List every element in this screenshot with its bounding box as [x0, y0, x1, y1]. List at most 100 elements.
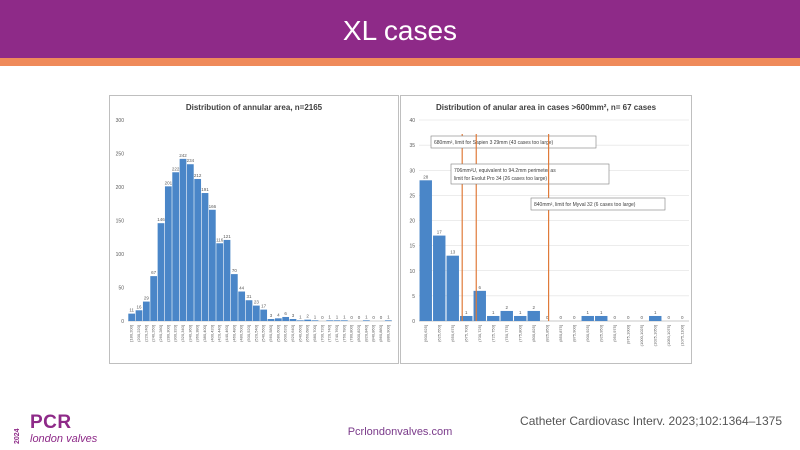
data-label: 0 — [350, 315, 353, 320]
x-tick-label: (280,300] — [165, 325, 170, 342]
data-label: 23 — [254, 300, 260, 305]
x-tick-label: (260,280] — [158, 325, 163, 342]
slide-title: XL cases — [342, 15, 458, 46]
bar — [245, 300, 253, 321]
data-label: 242 — [179, 153, 187, 158]
x-tick-label: (340,360] — [187, 325, 192, 342]
data-label: 1 — [299, 314, 302, 319]
bar — [384, 320, 392, 321]
bar — [157, 223, 165, 321]
data-label: 17 — [261, 304, 267, 309]
bar — [252, 305, 260, 321]
bar — [128, 313, 136, 321]
bar — [514, 315, 527, 321]
x-tick-label: (300,320] — [173, 325, 178, 342]
data-label: 1 — [336, 314, 339, 319]
bar — [142, 301, 150, 321]
data-label: 31 — [246, 294, 252, 299]
slide-header — [0, 0, 800, 58]
data-label: 1 — [600, 310, 603, 315]
x-tick-label: (540,560] — [261, 325, 266, 342]
annotation-box — [430, 135, 597, 149]
data-label: 0 — [681, 315, 684, 320]
citation: Catheter Cardiovasc Interv. 2023;102:136… — [520, 414, 782, 428]
bar — [433, 235, 446, 321]
bar — [500, 310, 513, 321]
bar — [260, 309, 268, 321]
x-tick-label: (480,500] — [239, 325, 244, 342]
x-tick-label: [180,200] — [129, 325, 134, 342]
x-tick-label: (1000,1025] — [639, 325, 644, 346]
x-tick-label: (675,700] — [463, 325, 468, 342]
data-label: 29 — [144, 296, 150, 301]
bar — [179, 158, 187, 321]
annular-area-chart-svg: Distribution of annular area, n=2165 0 50 1… — [116, 103, 392, 342]
x-tick-label: (820,840] — [363, 325, 368, 342]
bar — [362, 320, 370, 321]
x-tick-label: (400,420] — [209, 325, 214, 342]
annular-area-chart: Distribution of annular area, n=2165 0 50 1… — [109, 95, 399, 364]
bar — [164, 186, 172, 321]
y-tick-label: 25 — [409, 193, 415, 199]
data-label: 44 — [239, 286, 245, 291]
data-label: 0 — [358, 315, 361, 320]
x-tick-label: (850,875] — [558, 325, 563, 342]
x-tick-label: (720,740] — [327, 325, 332, 342]
x-tick-label: (500,520] — [246, 325, 251, 342]
y-tick-label: 300 — [116, 118, 125, 124]
x-tick-label: (950,975] — [612, 325, 617, 342]
bar — [326, 320, 334, 321]
x-tick-label: (1025,1050] — [652, 325, 657, 346]
x-tick-label: (600,620] — [283, 325, 288, 342]
data-label: 1 — [365, 314, 368, 319]
data-label: 0 — [546, 315, 549, 320]
bar — [419, 180, 432, 321]
data-label: 2 — [505, 305, 508, 310]
footer-url[interactable]: Pcrlondonvalves.com — [347, 426, 453, 438]
x-tick-label: (360,380] — [195, 325, 200, 342]
x-tick-label: (825,850] — [544, 325, 549, 342]
x-tick-label: (220,240] — [143, 325, 148, 342]
data-label: 2 — [532, 305, 535, 310]
x-tick-label: (860,880] — [378, 325, 383, 342]
x-tick-label: (975,1000] — [625, 325, 630, 344]
y-tick-label: 100 — [116, 252, 125, 258]
pcr-logo: 2024 PCR london valves — [14, 412, 104, 446]
x-tick-label: (700,725] — [477, 325, 482, 342]
logo-brand: PCR — [30, 412, 72, 433]
x-tick-label: (660,680] — [305, 325, 310, 342]
x-tick-label: (840,860] — [371, 325, 376, 342]
data-label: 3 — [292, 313, 295, 318]
data-label: 1 — [465, 310, 468, 315]
y-tick-label: 0 — [121, 319, 124, 325]
data-label: 0 — [627, 315, 630, 320]
bar — [304, 319, 312, 321]
annotation-box — [530, 197, 666, 211]
data-label: 1 — [492, 310, 495, 315]
data-label: 0 — [640, 315, 643, 320]
data-label: 1 — [654, 310, 657, 315]
x-tick-label: [600,625] — [423, 325, 428, 342]
bar — [194, 178, 202, 321]
bar — [446, 255, 459, 321]
x-tick-label: (775,800] — [517, 325, 522, 342]
bar — [581, 315, 594, 321]
bar — [223, 239, 231, 321]
x-tick-label: (1075,1100] — [679, 325, 684, 346]
data-label: 0 — [372, 315, 375, 320]
data-label: 222 — [172, 166, 180, 171]
data-label: 191 — [201, 187, 209, 192]
y-tick-label: 40 — [409, 118, 415, 124]
bar — [340, 320, 348, 321]
annotation-box — [450, 163, 610, 185]
y-tick-label: 50 — [118, 286, 124, 292]
x-tick-label: (700,720] — [319, 325, 324, 342]
bar — [274, 318, 282, 321]
annotation-text: 706mm²U, equivalent to 94.2mm perimeter … — [454, 168, 556, 174]
x-tick-label: (460,480] — [231, 325, 236, 342]
y-tick-label: 35 — [409, 143, 415, 149]
data-label: 28 — [423, 174, 429, 179]
data-label: 146 — [157, 217, 165, 222]
x-tick-label: (925,950] — [598, 325, 603, 342]
bar — [460, 315, 473, 321]
